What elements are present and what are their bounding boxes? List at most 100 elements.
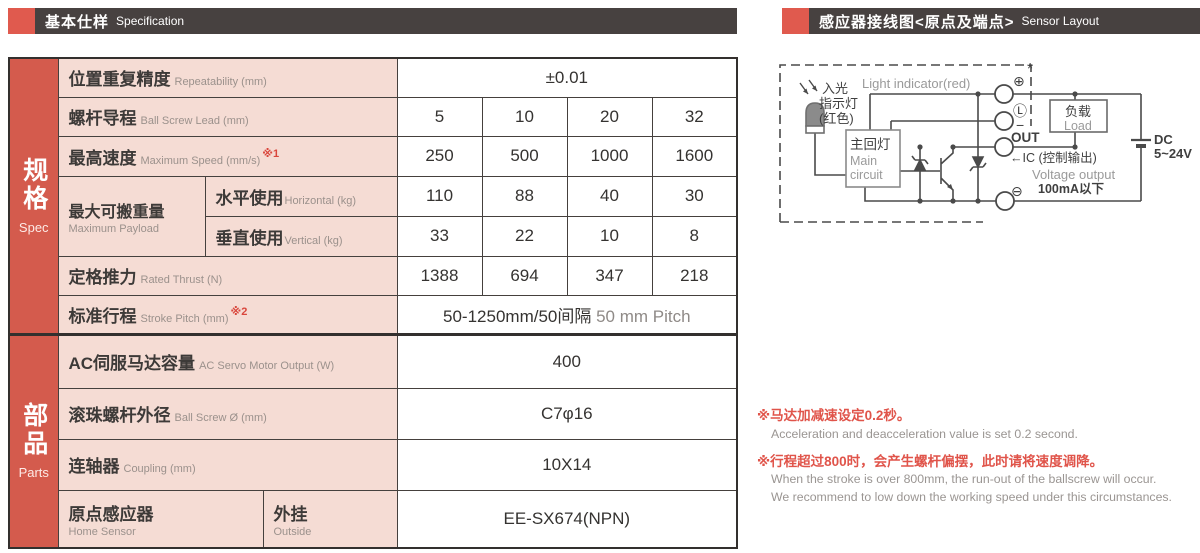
red-accent-square <box>8 8 35 34</box>
section-spec: 规格 Spec <box>8 57 59 335</box>
payload-horizontal-value: 88 <box>481 175 568 217</box>
coupling-value: 10X14 <box>396 438 738 491</box>
table-row: 连轴器 Coupling (mm) 10X14 <box>9 438 738 491</box>
servo-value: 400 <box>396 332 738 389</box>
sensor-layout-header-bar: 感应器接线图<原点及端点> Sensor Layout <box>782 8 1200 34</box>
lead-label: 螺杆导程 Ball Screw Lead (mm) <box>57 96 398 137</box>
speed-value: 250 <box>396 135 483 177</box>
footnote-cn: ※行程超过800时，会产生螺杆偏摆，此时请将速度调降。 <box>757 453 1104 469</box>
thrust-value: 347 <box>566 255 653 296</box>
load-cn-label: 负载 <box>1065 104 1091 119</box>
lead-value: 20 <box>566 96 653 137</box>
section-spec-label-cn: 规格 <box>19 156 48 213</box>
speed-label: 最高速度 Maximum Speed (mm/s)※1 <box>57 135 398 177</box>
footnote-en: We recommend to low down the working spe… <box>771 489 1172 504</box>
l-terminal-minus: − <box>1016 117 1024 133</box>
sensor-layout-title-en: Sensor Layout <box>1021 14 1099 28</box>
repeatability-value: ±0.01 <box>396 57 738 98</box>
current-limit-label: 100mA以下 <box>1038 182 1104 196</box>
specification-header-bar: 基本仕样 Specification <box>8 8 737 34</box>
sensor-wiring-diagram: Light indicator(red) 入光 指示灯 (红色) 主回灯 Mai… <box>779 61 1192 223</box>
specification-title-en: Specification <box>116 14 185 28</box>
l-terminal-label: Ⓛ <box>1013 103 1027 119</box>
main-circuit-en-label: circuit <box>850 168 883 182</box>
servo-label: AC伺服马达容量 AC Servo Motor Output (W) <box>57 332 398 389</box>
table-row: 部品 Parts AC伺服马达容量 AC Servo Motor Output (… <box>8 332 738 549</box>
speed-value: 1000 <box>566 135 653 177</box>
home-sensor-mount-label: 外挂 Outside <box>262 489 398 549</box>
lead-value: 10 <box>481 96 568 137</box>
thrust-value: 694 <box>481 255 568 296</box>
table-row: 最大可搬重量 Maximum Payload 水平使用Horizontal (k… <box>9 175 738 257</box>
ic-control-output-label: ←IC (控制输出) <box>1010 150 1097 165</box>
dc-label: DC <box>1154 132 1173 147</box>
specification-table: 规格 Spec 位置重复精度 Repeatability (mm) ±0.01 螺… <box>8 57 739 549</box>
table-row: 滚珠螺杆外径 Ball Screw Ø (mm) C7φ16 <box>9 387 738 440</box>
payload-horizontal-value: 30 <box>651 175 738 217</box>
footnote-marker-2: ※2 <box>230 305 248 318</box>
sensor-boundary-dashed-box <box>779 64 1032 223</box>
dc-voltage-label: 5~24V <box>1154 146 1192 161</box>
light-indicator-cn-label: 指示灯 <box>819 96 858 111</box>
footnote-cn: ※马达加减速设定0.2秒。 <box>757 408 911 423</box>
main-circuit-box <box>845 129 901 188</box>
out-terminal-label: OUT <box>1011 130 1040 145</box>
main-circuit-en-label: Main <box>850 154 877 168</box>
table-row: 螺杆导程 Ball Screw Lead (mm) 5 10 20 32 <box>9 96 738 137</box>
table-row: 标准行程 Stroke Pitch (mm)※2 50-1250mm/50间隔 5… <box>9 294 738 335</box>
repeatability-label: 位置重复精度 Repeatability (mm) <box>57 57 398 98</box>
speed-value: 500 <box>481 135 568 177</box>
stroke-value: 50-1250mm/50间隔 50 mm Pitch <box>396 294 738 335</box>
light-indicator-cn-label: 入光 <box>822 81 848 96</box>
table-row: 垂直使用Vertical (kg) 33 22 10 8 <box>9 215 738 257</box>
stroke-label: 标准行程 Stroke Pitch (mm)※2 <box>57 294 398 335</box>
speed-value: 1600 <box>651 135 738 177</box>
load-en-label: Load <box>1064 119 1092 133</box>
light-indicator-en-label: Light indicator(red) <box>862 76 970 91</box>
thrust-value: 1388 <box>396 255 483 296</box>
thrust-label: 定格推力 Rated Thrust (N) <box>57 255 398 296</box>
payload-horizontal-label: 水平使用Horizontal (kg) <box>204 175 398 217</box>
zener-diode <box>969 156 987 172</box>
thrust-value: 218 <box>651 255 738 296</box>
footnotes: ※马达加减速设定0.2秒。 Acceleration and deacceler… <box>757 406 1199 515</box>
red-accent-square <box>782 8 809 34</box>
section-parts: 部品 Parts <box>8 332 59 549</box>
specification-title-cn: 基本仕样 <box>45 13 110 31</box>
led-light-indicator-icon <box>799 79 825 134</box>
footnote-1: ※马达加减速设定0.2秒。 Acceleration and deacceler… <box>757 406 1199 443</box>
junction-dots <box>917 91 1078 204</box>
light-indicator-cn-label: (红色) <box>819 111 854 126</box>
payload-vertical-value: 8 <box>651 215 738 257</box>
main-circuit-cn-label: 主回灯 <box>850 137 891 152</box>
plus-terminal-label: ⊕ <box>1013 73 1025 89</box>
voltage-output-label: Voltage output <box>1032 167 1116 182</box>
screw-dia-value: C7φ16 <box>396 387 738 440</box>
screw-dia-label: 滚珠螺杆外径 Ball Screw Ø (mm) <box>57 387 398 440</box>
zener-diode <box>911 155 929 171</box>
payload-vertical-value: 22 <box>481 215 568 257</box>
payload-vertical-value: 33 <box>396 215 483 257</box>
home-sensor-value: EE-SX674(NPN) <box>396 489 738 549</box>
lead-value: 32 <box>651 96 738 137</box>
battery-symbol <box>1131 138 1151 148</box>
minus-terminal-label: ⊖ <box>1011 183 1023 199</box>
star-marker: * <box>1027 61 1033 78</box>
payload-vertical-value: 10 <box>566 215 653 257</box>
coupling-label: 连轴器 Coupling (mm) <box>57 438 398 491</box>
footnote-2: ※行程超过800时，会产生螺杆偏摆，此时请将速度调降。 When the str… <box>757 452 1199 506</box>
footnote-marker-1: ※1 <box>262 147 280 160</box>
payload-horizontal-value: 110 <box>396 175 483 217</box>
payload-horizontal-value: 40 <box>566 175 653 217</box>
lead-value: 5 <box>396 96 483 137</box>
section-parts-label-en: Parts <box>18 465 49 481</box>
section-parts-label-cn: 部品 <box>19 402 48 459</box>
table-row: 最高速度 Maximum Speed (mm/s)※1 250 500 1000 … <box>9 135 738 177</box>
payload-label: 最大可搬重量 Maximum Payload <box>57 175 206 257</box>
transistor <box>940 147 954 201</box>
table-row: 定格推力 Rated Thrust (N) 1388 694 347 218 <box>9 255 738 296</box>
home-sensor-label: 原点感应器 Home Sensor <box>57 489 264 549</box>
table-row: 规格 Spec 位置重复精度 Repeatability (mm) ±0.01 <box>8 57 738 335</box>
table-row: 原点感应器 Home Sensor 外挂 Outside EE-SX674(NP… <box>9 489 738 549</box>
section-spec-label-en: Spec <box>18 219 49 235</box>
